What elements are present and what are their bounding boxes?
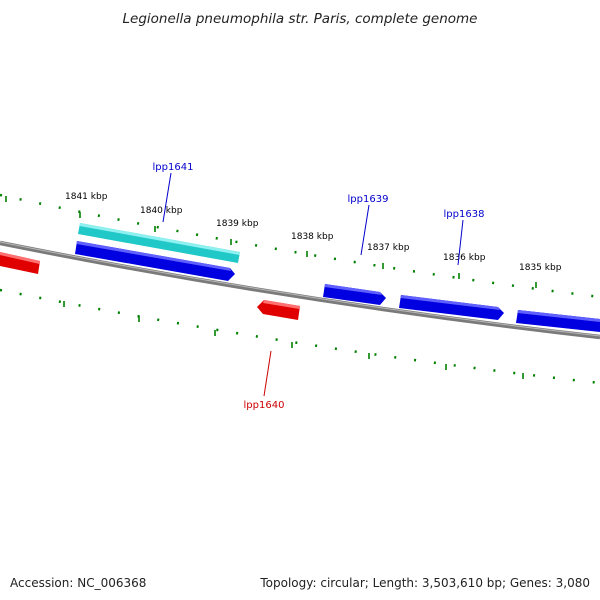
forward-gene[interactable] — [75, 241, 235, 281]
reverse-gene[interactable] — [0, 252, 40, 274]
tick-label: 1838 kbp — [291, 232, 334, 242]
outer-major-ticks — [5, 196, 537, 288]
inner-major-ticks — [63, 301, 524, 379]
label-leader-line — [360, 204, 370, 256]
label-leader-line — [263, 350, 272, 397]
label-leader-line — [162, 172, 172, 223]
tick-label: 1839 kbp — [216, 219, 259, 229]
reverse-gene[interactable] — [257, 300, 300, 320]
accession-text: Accession: NC_006368 — [10, 576, 147, 590]
label-leader-line — [457, 219, 464, 266]
tick-label: 1841 kbp — [65, 192, 108, 202]
gene-label-lpp1638[interactable]: lpp1638 — [444, 209, 485, 220]
forward-gene[interactable] — [516, 310, 600, 332]
tick-label: 1835 kbp — [519, 263, 562, 273]
genome-title: Legionella pneumophila str. Paris, compl… — [123, 11, 478, 27]
gene-label-lpp1639[interactable]: lpp1639 — [348, 194, 389, 205]
gene-label-lpp1640[interactable]: lpp1640 — [244, 400, 285, 411]
genome-summary-text: Topology: circular; Length: 3,503,610 bp… — [260, 576, 590, 590]
genome-backbone — [0, 240, 600, 340]
tick-label: 1837 kbp — [367, 243, 410, 253]
forward-gene[interactable] — [399, 295, 504, 320]
tick-label: 1840 kbp — [140, 206, 183, 216]
forward-gene[interactable] — [323, 284, 386, 305]
highlighted-gene[interactable] — [78, 223, 240, 263]
inner-tick-ruler — [0, 288, 600, 385]
tick-label: 1836 kbp — [443, 253, 486, 263]
genome-backbone-highlight — [0, 241, 600, 337]
gene-label-lpp1641[interactable]: lpp1641 — [153, 162, 194, 173]
